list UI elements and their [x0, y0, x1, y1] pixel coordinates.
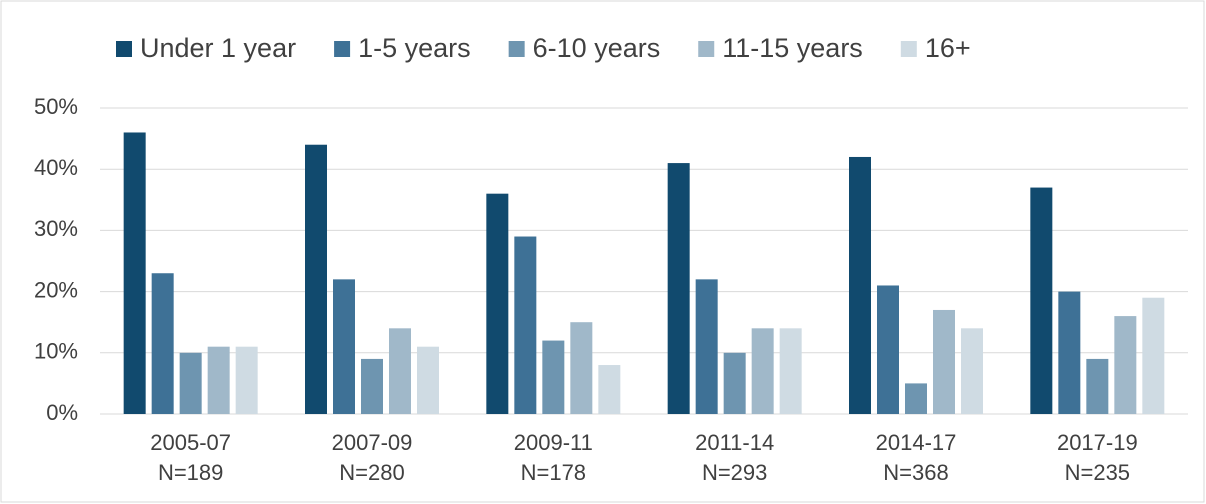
bar: [179, 352, 202, 414]
bar: [361, 358, 383, 414]
bar: [779, 328, 802, 414]
x-tick-sublabel: N=178: [521, 460, 586, 485]
bar: [207, 346, 230, 414]
legend-swatch: [698, 41, 715, 57]
legend-label: Under 1 year: [140, 33, 296, 63]
x-tick-label: 2007-09: [332, 430, 413, 455]
x-tick-sublabel: N=280: [339, 460, 404, 485]
x-tick-label: 2014-17: [876, 430, 957, 455]
bar: [933, 309, 955, 414]
bar: [1142, 297, 1165, 414]
bar: [1030, 187, 1053, 414]
y-tick-label: 30%: [34, 216, 78, 241]
bar: [542, 340, 565, 414]
x-tick-sublabel: N=235: [1065, 460, 1130, 485]
bar: [123, 132, 146, 415]
bar: [905, 383, 927, 414]
y-tick-label: 40%: [34, 155, 78, 180]
bar: [1114, 316, 1137, 414]
bar: [961, 328, 983, 414]
y-tick-label: 50%: [34, 94, 78, 119]
x-tick-label: 2011-14: [695, 430, 774, 455]
bar: [486, 193, 509, 414]
legend-swatch: [508, 41, 525, 57]
legend-swatch: [900, 41, 917, 57]
bar: [235, 346, 258, 414]
bar: [598, 365, 621, 414]
x-tick-label: 2009-11: [514, 430, 593, 455]
bar: [723, 352, 746, 414]
bar: [305, 144, 327, 414]
x-tick-label: 2005-07: [150, 430, 231, 455]
y-tick-label: 20%: [34, 277, 78, 302]
legend-label: 11-15 years: [722, 33, 863, 63]
bar: [417, 346, 439, 414]
x-tick-label: 2017-19: [1057, 430, 1138, 455]
x-tick-sublabel: N=189: [158, 460, 223, 485]
x-tick-sublabel: N=368: [883, 460, 948, 485]
x-tick-sublabel: N=293: [702, 460, 767, 485]
legend-swatch: [334, 41, 351, 57]
legend-label: 16+: [925, 33, 971, 63]
bar: [695, 279, 718, 414]
bar: [849, 156, 871, 414]
y-tick-label: 0%: [46, 400, 78, 425]
bar: [151, 273, 174, 414]
bar: [667, 163, 690, 414]
legend-label: 1-5 years: [358, 33, 471, 63]
bar: [333, 279, 355, 414]
legend-label: 6-10 years: [533, 33, 661, 63]
legend-swatch: [116, 41, 132, 57]
bar: [877, 285, 899, 414]
bar: [389, 328, 411, 414]
bar: [1086, 358, 1109, 414]
y-tick-label: 10%: [34, 339, 78, 364]
bar: [570, 322, 593, 414]
bar: [751, 328, 774, 414]
bar: [1058, 291, 1081, 414]
bar: [514, 236, 537, 414]
